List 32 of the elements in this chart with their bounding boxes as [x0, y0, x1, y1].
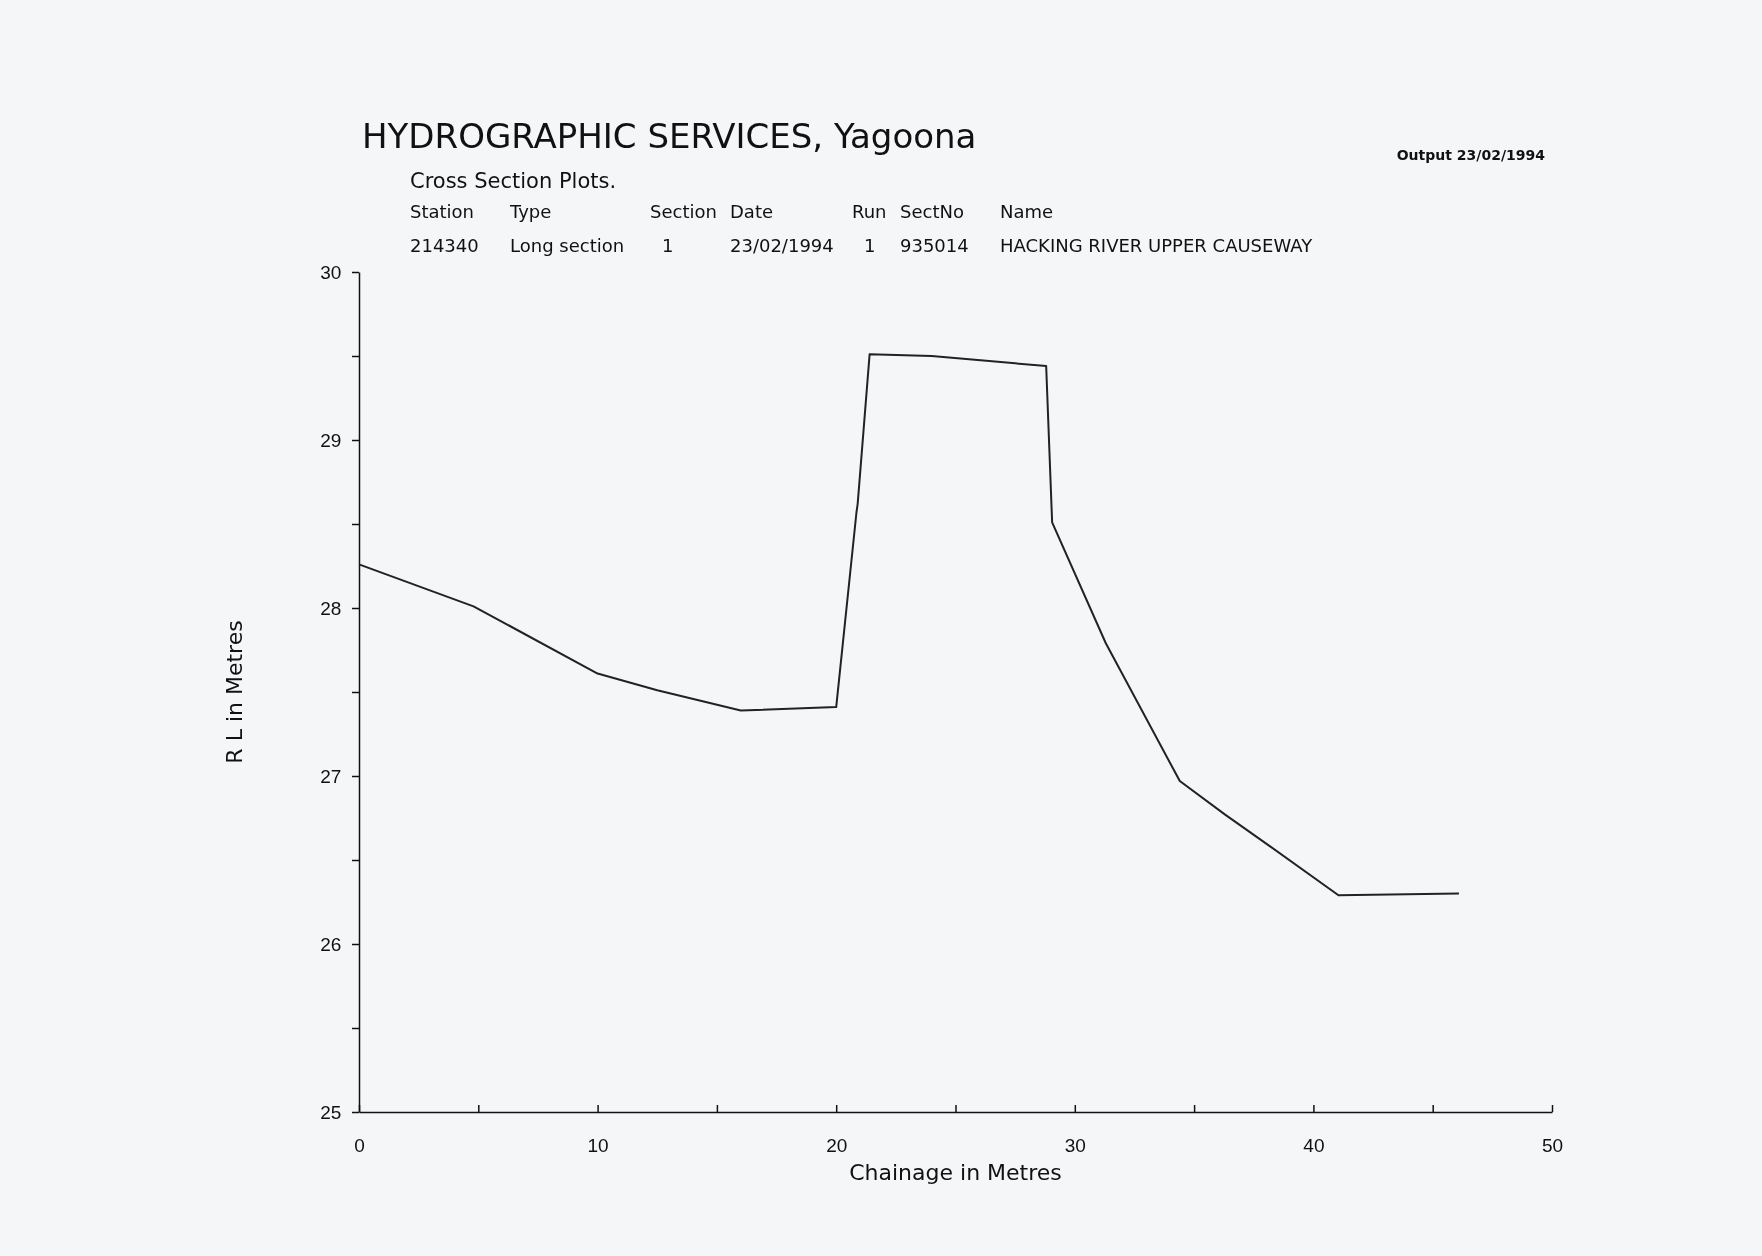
text: 1: [864, 235, 876, 256]
x-tick-label: 40: [1303, 1135, 1325, 1157]
y-tick-label: 27: [320, 765, 342, 787]
x-tick-label: 20: [826, 1135, 848, 1157]
text: Long section: [510, 235, 625, 256]
text: Name: [1000, 201, 1054, 222]
text: 1: [662, 235, 674, 256]
text: 23/02/1994: [730, 235, 834, 256]
text: Section: [650, 201, 717, 222]
text: Type: [509, 201, 552, 222]
text: SectNo: [900, 201, 964, 222]
chart-title: HYDROGRAPHIC SERVICES, Yagoona: [362, 116, 977, 156]
text: 935014: [900, 235, 969, 256]
line-series: [358, 353, 1460, 897]
text: Station: [410, 201, 474, 222]
x-axis-title: Chainage in Metres: [849, 1160, 1062, 1185]
x-tick-label: 10: [587, 1135, 609, 1157]
text: Date: [730, 201, 774, 222]
x-tick-label: 0: [354, 1135, 365, 1157]
text: Output 23/02/1994: [1396, 147, 1546, 163]
text: Run: [852, 201, 887, 222]
y-axis-title: R L in Metres: [222, 620, 247, 764]
chart-subtitle: Cross Section Plots.: [410, 169, 617, 193]
text: 214340: [410, 235, 479, 256]
x-tick-label: 50: [1541, 1135, 1564, 1157]
text: HACKING RIVER UPPER CAUSEWAY: [1000, 235, 1314, 256]
y-tick-label: 29: [320, 429, 342, 451]
y-tick-label: 25: [320, 1101, 342, 1123]
y-tick-label: 28: [320, 597, 342, 619]
y-tick-label: 26: [320, 933, 342, 955]
x-tick-label: 30: [1064, 1135, 1086, 1157]
y-tick-label: 30: [320, 261, 342, 283]
